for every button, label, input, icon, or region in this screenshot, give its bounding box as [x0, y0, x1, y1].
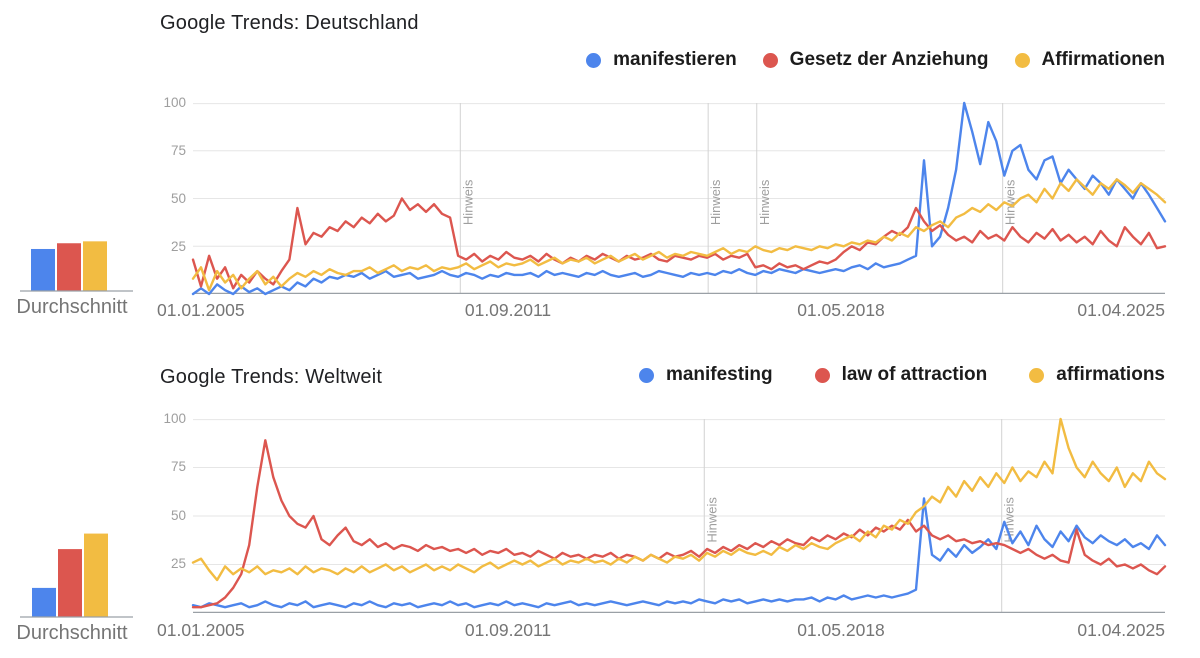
y-tick-75: 75	[170, 143, 186, 158]
y-tick-25: 25	[170, 239, 186, 254]
chart-title-deutschland: Google Trends: Deutschland	[160, 12, 419, 34]
x-tick-label: 01.05.2018	[797, 300, 885, 320]
avg-bar-red	[57, 243, 81, 291]
legend-deutschland: manifestieren Gesetz der Anziehung Affir…	[586, 47, 1165, 73]
average-label-deutschland: Durchschnitt	[16, 296, 128, 318]
x-tick-label: 01.01.2005	[157, 300, 245, 320]
x-tick-label: 01.01.2005	[157, 620, 245, 640]
series-line-blue	[191, 497, 1167, 609]
line-plot-deutschland: Hinweis Hinweis Hinweis Hinweis	[191, 101, 1167, 296]
avg-bar-red	[58, 549, 82, 617]
x-axis-labels-weltweit: 01.01.2005 01.09.2011 01.05.2018 01.04.2…	[157, 620, 1165, 644]
x-tick-label: 01.05.2018	[797, 620, 885, 640]
legend-weltweit: manifesting law of attraction affirmatio…	[638, 362, 1165, 388]
legend-label: Gesetz der Anziehung	[789, 49, 989, 70]
y-tick-25: 25	[170, 556, 186, 571]
line-plot-weltweit: Hinweis Hinweis	[191, 417, 1167, 613]
series-line-red	[191, 197, 1167, 290]
legend-dot-red-icon	[814, 367, 830, 383]
series-line-yellow	[191, 178, 1167, 292]
y-tick-50: 50	[170, 508, 186, 523]
average-label-weltweit: Durchschnitt	[16, 622, 128, 644]
legend-item-manifesting: manifesting	[638, 364, 773, 386]
legend-dot-blue-icon	[638, 367, 654, 383]
x-tick-label: 01.09.2011	[464, 620, 552, 640]
series-line-blue	[191, 101, 1167, 296]
legend-label: affirmations	[1056, 364, 1165, 385]
legend-label: manifesting	[665, 364, 773, 385]
legend-dot-yellow-icon	[1014, 52, 1030, 68]
avg-bar-yellow	[84, 533, 108, 617]
annotation-label: Hinweis	[1002, 497, 1017, 543]
series-line-red	[191, 439, 1167, 609]
y-tick-50: 50	[170, 191, 186, 206]
y-tick-100: 100	[163, 95, 186, 110]
chart-title-weltweit: Google Trends: Weltweit	[160, 366, 383, 388]
legend-item-affirmationen: Affirmationen	[1014, 49, 1166, 71]
x-axis-labels-deutschland: 01.01.2005 01.09.2011 01.05.2018 01.04.2…	[157, 300, 1165, 324]
x-tick-label: 01.04.2025	[1077, 620, 1165, 640]
legend-label: Affirmationen	[1041, 49, 1166, 70]
legend-item-gesetz-der-anziehung: Gesetz der Anziehung	[762, 49, 989, 71]
x-tick-label: 01.09.2011	[464, 300, 552, 320]
annotation-label: Hinweis	[704, 497, 719, 543]
legend-dot-red-icon	[762, 52, 778, 68]
legend-label: manifestieren	[613, 49, 737, 70]
annotation-label: Hinweis	[757, 179, 772, 225]
legend-dot-yellow-icon	[1029, 367, 1045, 383]
annotation-label: Hinweis	[708, 179, 723, 225]
y-tick-100: 100	[163, 411, 186, 426]
legend-dot-blue-icon	[586, 52, 602, 68]
annotation-label: Hinweis	[460, 179, 475, 225]
x-tick-label: 01.04.2025	[1077, 300, 1165, 320]
legend-label: law of attraction	[841, 364, 988, 385]
legend-item-law-of-attraction: law of attraction	[814, 364, 988, 386]
annotation-label: Hinweis	[1003, 179, 1018, 225]
series-line-yellow	[191, 417, 1167, 582]
y-tick-75: 75	[170, 459, 186, 474]
legend-item-affirmations: affirmations	[1029, 364, 1165, 386]
average-bar-chart-deutschland	[20, 241, 133, 292]
average-bar-chart-weltweit	[20, 533, 133, 618]
avg-bar-blue	[31, 248, 55, 291]
legend-item-manifestieren: manifestieren	[586, 49, 737, 71]
avg-bar-yellow	[83, 241, 107, 291]
avg-bar-blue	[32, 587, 56, 617]
